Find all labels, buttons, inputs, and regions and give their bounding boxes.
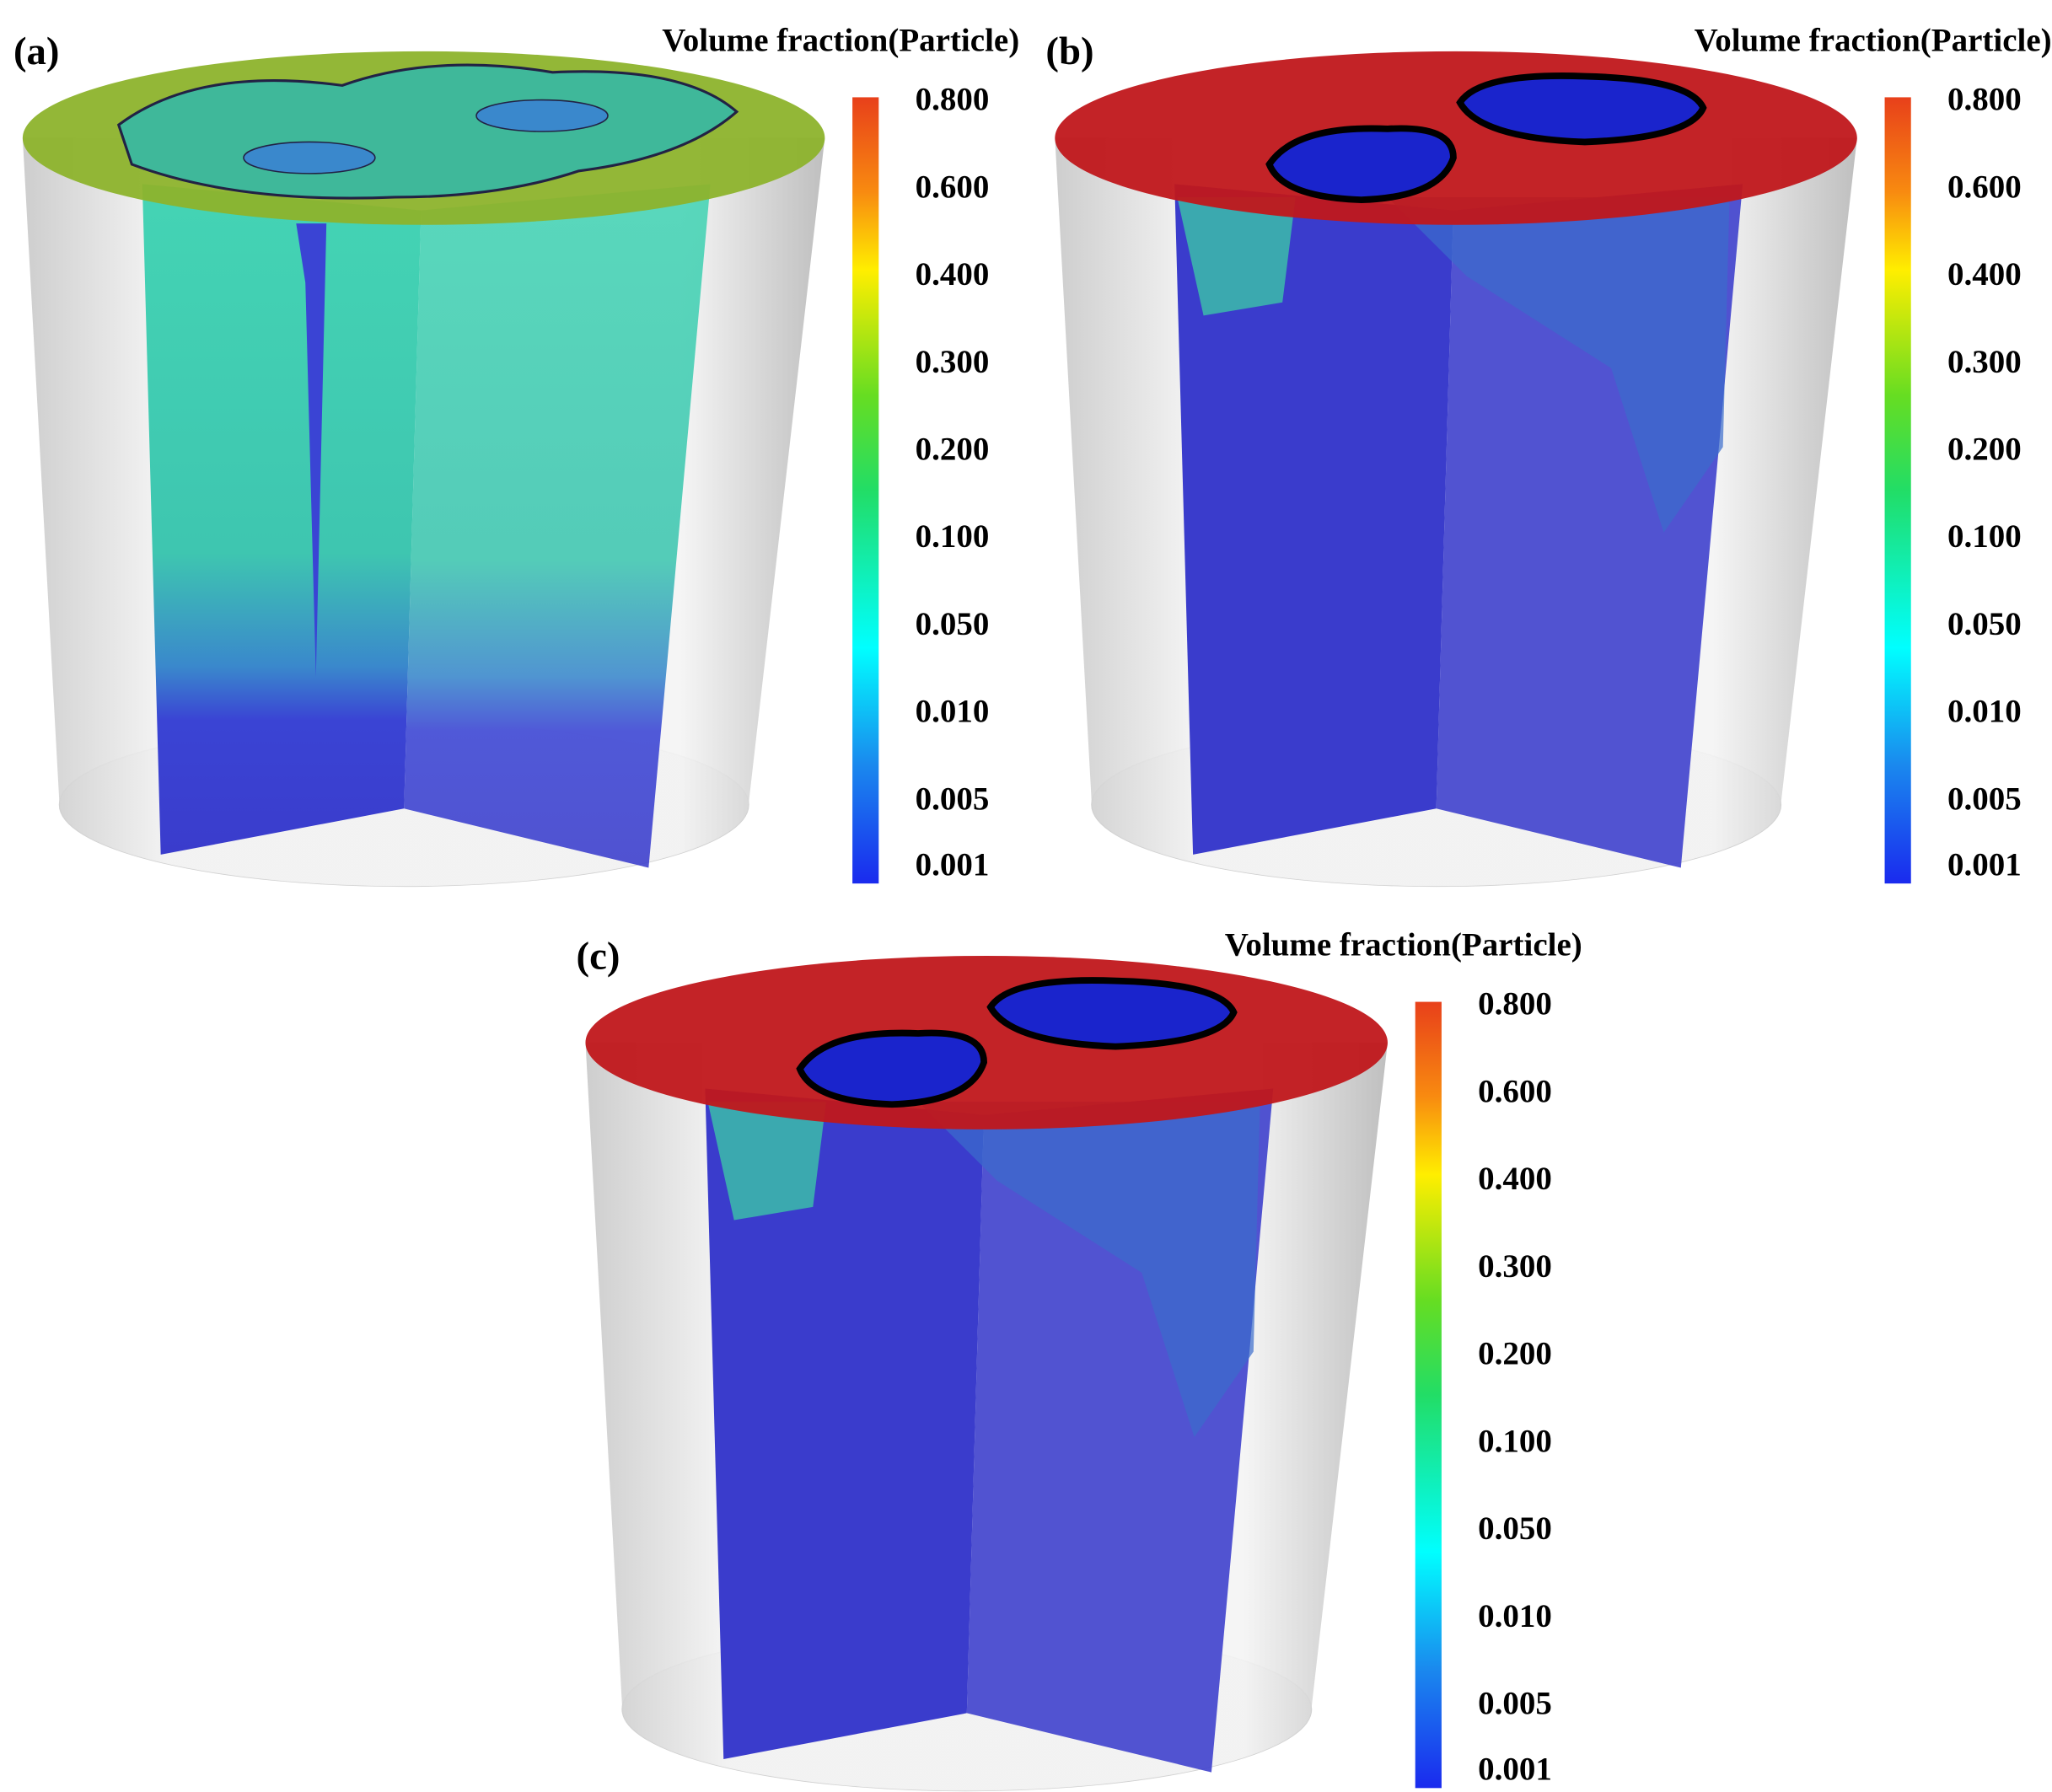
colorbar-tick-label: 0.001 xyxy=(1947,846,2022,883)
top-contour xyxy=(986,977,1238,1050)
colorbar-tick-label: 0.200 xyxy=(1478,1336,1552,1372)
colorbar-tick-label: 0.010 xyxy=(916,694,990,730)
colorbar-tick-label: 0.005 xyxy=(1478,1686,1552,1722)
legend-title: Volume fraction(Particle) xyxy=(1225,927,1582,963)
colorbar xyxy=(1415,1001,1442,1789)
panel: (a) Volume fraction(Particle) 0.800 0.600 0.… xyxy=(13,22,1019,888)
colorbar-tick-label: 0.100 xyxy=(1947,518,2022,555)
legend-title: Volume fraction(Particle) xyxy=(662,22,1019,58)
inlet xyxy=(475,99,609,132)
colorbar-tick-label: 0.600 xyxy=(1478,1073,1552,1109)
plume xyxy=(296,223,327,678)
colorbar-tick-label: 0.400 xyxy=(916,256,990,292)
slice-left xyxy=(142,184,422,855)
slice-left xyxy=(705,1088,985,1760)
plume xyxy=(918,1102,1260,1437)
panel-label: (c) xyxy=(577,934,620,978)
colorbar-tick-label: 0.005 xyxy=(1947,781,2022,817)
colorbar xyxy=(852,97,879,884)
plume xyxy=(707,1102,826,1221)
panel: (c) Volume fraction(Particle) 0.800 0.600 0.… xyxy=(577,927,1582,1792)
panel-label: (b) xyxy=(1045,30,1093,73)
panel-label: (a) xyxy=(13,30,60,73)
top-contour xyxy=(1456,72,1707,146)
colorbar-tick-label: 0.001 xyxy=(1478,1752,1552,1788)
colorbar-tick-label: 0.050 xyxy=(1478,1510,1552,1547)
colorbar-tick-label: 0.400 xyxy=(1478,1161,1552,1197)
colorbar-tick-label: 0.600 xyxy=(1947,169,2022,205)
top-contour xyxy=(796,1029,987,1108)
colorbar-tick-label: 0.050 xyxy=(1947,606,2022,642)
colorbar-tick-label: 0.010 xyxy=(1947,694,2022,730)
colorbar-tick-label: 0.005 xyxy=(916,781,990,817)
colorbar-tick-label: 0.400 xyxy=(1947,256,2022,292)
colorbar-tick-label: 0.010 xyxy=(1478,1598,1552,1634)
top-contour xyxy=(1265,125,1457,203)
slice-left xyxy=(1174,184,1453,855)
inlet xyxy=(243,141,376,174)
colorbar xyxy=(1884,97,1911,884)
top-surface xyxy=(585,955,1388,1129)
colorbar-tick-label: 0.300 xyxy=(1478,1248,1552,1285)
legend-title: Volume fraction(Particle) xyxy=(1695,22,2052,58)
colorbar-tick-label: 0.600 xyxy=(916,169,990,205)
colorbar-tick-label: 0.001 xyxy=(916,846,990,883)
panel: (b) Volume fraction(Particle) 0.800 0.600 0.… xyxy=(1045,22,2052,888)
colorbar-tick-label: 0.300 xyxy=(1947,344,2022,380)
plume xyxy=(1387,196,1730,533)
plume xyxy=(1177,196,1296,316)
slice-right xyxy=(404,184,711,868)
colorbar-tick-label: 0.300 xyxy=(916,344,990,380)
colorbar-tick-label: 0.100 xyxy=(916,518,990,555)
colorbar-tick-label: 0.800 xyxy=(916,82,990,118)
colorbar-tick-label: 0.800 xyxy=(1947,82,2022,118)
colorbar-tick-label: 0.200 xyxy=(1947,432,2022,468)
colorbar-tick-label: 0.200 xyxy=(916,432,990,468)
colorbar-tick-label: 0.050 xyxy=(916,606,990,642)
colorbar-tick-label: 0.100 xyxy=(1478,1423,1552,1459)
colorbar-tick-label: 0.800 xyxy=(1478,986,1552,1022)
top-surface xyxy=(1055,51,1857,225)
